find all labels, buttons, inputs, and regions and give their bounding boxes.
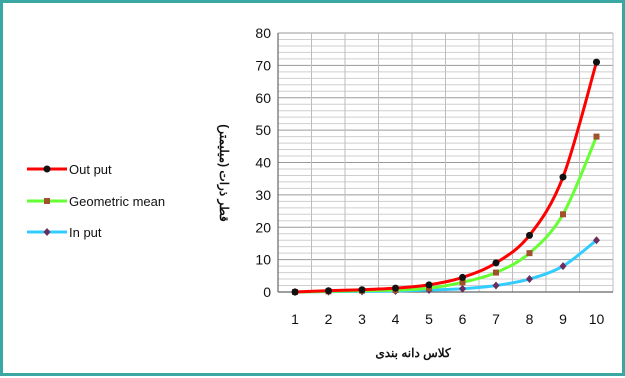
line-chart: 0 10 20 30 40 50 60 70 80 1 2 3 4 5 6 7 8 9 10 Out put Geo… [27,25,614,361]
y-tick-labels: 0 10 20 30 40 50 60 70 80 [255,25,271,300]
series-lines [291,58,600,296]
data-point [459,273,466,281]
data-point [459,279,466,286]
y-tick-label: 20 [255,219,271,235]
data-point [392,284,399,292]
x-tick-label: 8 [526,311,534,327]
y-tick-label: 30 [255,187,271,203]
y-tick-label: 10 [255,252,271,268]
y-tick-label: 60 [255,90,271,106]
legend-label: In put [69,225,102,240]
data-point [526,275,533,284]
data-point [593,236,600,245]
legend-item: Out put [27,162,112,177]
data-point [526,231,533,239]
legend-marker [44,198,50,204]
y-tick-label: 50 [255,122,271,138]
data-point [492,281,500,290]
data-point [358,286,366,294]
y-tick-label: 40 [255,155,271,171]
data-point [560,211,566,218]
x-tick-label: 9 [559,311,567,327]
x-tick-label: 5 [425,311,433,327]
legend-marker [43,165,51,173]
data-point [593,58,600,66]
y-tick-label: 0 [263,284,271,300]
data-point [291,288,299,296]
legend-marker [43,228,51,236]
x-tick-labels: 1 2 3 4 5 6 7 8 9 10 [291,311,604,327]
legend-label: Out put [69,162,112,177]
x-tick-label: 3 [358,311,366,327]
data-point [325,287,332,295]
x-tick-label: 4 [392,311,400,327]
data-point [559,173,567,181]
x-tick-label: 10 [589,311,605,327]
data-point [492,259,500,267]
data-point [459,284,466,293]
x-axis-title: کلاس دانه بندی [375,346,451,361]
data-point [425,281,433,289]
legend-item: Geometric mean [27,194,165,209]
data-point [593,133,600,140]
x-tick-label: 1 [291,311,299,327]
x-tick-label: 7 [492,311,500,327]
y-axis-title: قطر ذرات (میلیمتر) [216,124,231,222]
data-point [559,262,567,271]
y-tick-label: 80 [255,25,271,41]
gridlines [277,32,614,293]
series-line [294,61,598,294]
legend: Out put Geometric mean In put [27,162,165,240]
y-tick-label: 70 [255,57,271,73]
legend-item: In put [27,225,102,240]
legend-label: Geometric mean [69,194,165,209]
data-point [526,250,533,257]
x-tick-label: 2 [325,311,333,327]
x-tick-label: 6 [459,311,467,327]
data-point [493,269,499,276]
